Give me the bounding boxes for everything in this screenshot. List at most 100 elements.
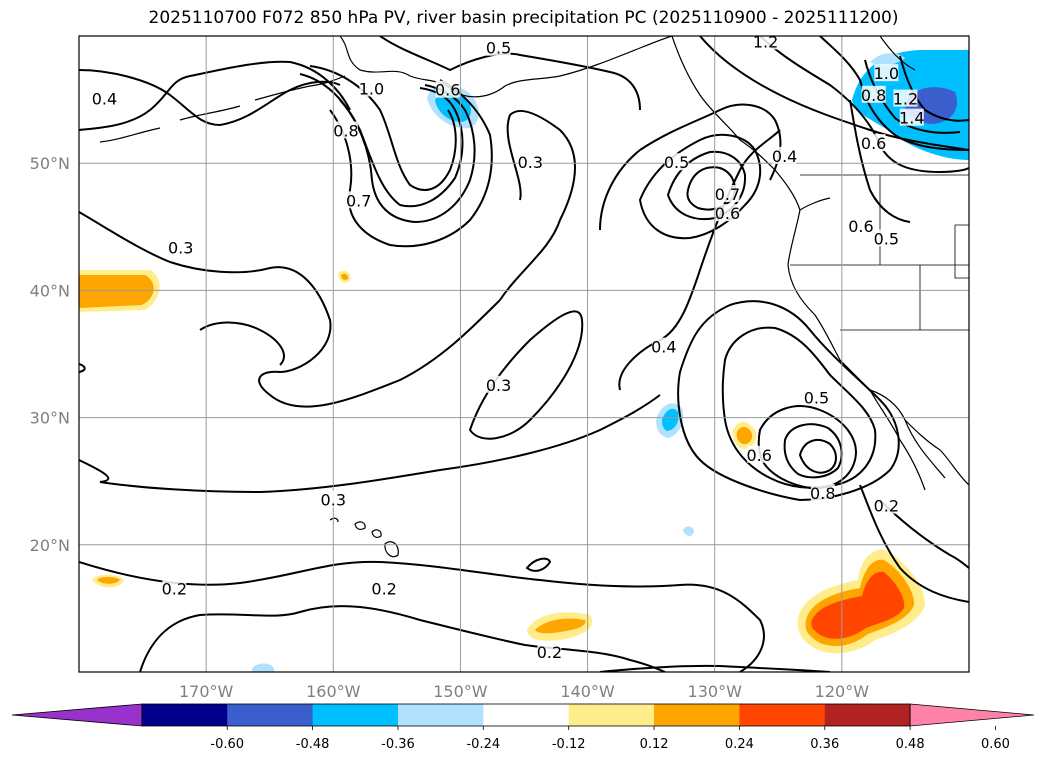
contour-0-3-west [79,211,501,408]
grid-lines [79,36,969,672]
contour-0-8-goa [299,73,464,208]
contour-0-6-west [79,69,341,127]
contour-0-3-upper [499,110,576,301]
lon-tick-label: 130°W [688,682,743,701]
contour-label-bg [486,375,511,393]
colorbar-segment [568,704,655,726]
contour-label-bg [747,445,772,463]
contour-0-5-nmid [599,103,782,231]
contour-label-bg [321,490,346,508]
coastlines [99,36,969,558]
contour-label-bg [435,80,460,98]
contour-label: 0.2 [371,579,396,598]
contour-label-bg [715,185,740,202]
colorbar-level-label: -0.60 [210,737,244,752]
contour-label: 1.0 [359,79,384,98]
contour-label-bg [753,36,778,50]
contour-label: 0.3 [168,238,193,257]
contour-0-2-bottom [599,664,831,672]
contour-0-7-e [783,423,843,479]
precip-pos-small-1-core [341,273,349,280]
lon-tick-labels: 170°W 160°W 150°W 140°W 130°W 120°W [179,682,869,701]
contour-label: 0.6 [435,81,460,100]
map-frame [78,35,970,673]
contour-0-4-e2 [677,300,900,502]
contour-label-bg [372,579,397,597]
borders [790,174,969,331]
contour-label-bg [359,79,384,97]
contour-label: 0.5 [804,389,829,408]
contour-0-2-south-b [139,605,666,672]
contour-label-bg [874,64,899,82]
lat-tick-label: 20°N [30,536,70,555]
colorbar-segment [739,704,826,726]
contour-0-6-nmid [638,133,762,240]
lat-tick-label: 40°N [30,281,70,300]
contour-0-2-south [79,560,765,672]
contour-ne-4 [864,59,961,134]
contour-label-bg [848,216,873,234]
lon-tick-label: 150°W [433,682,488,701]
contour-label-bg [874,229,899,247]
contour-label-bg [651,337,676,355]
contour-label: 0.5 [486,39,511,58]
alaska-coast [339,36,673,98]
colorbar-extend-high [909,703,1035,727]
contour-label: 0.4 [651,338,676,357]
precip-pos-mid-core [736,426,753,444]
contour-label: 1.2 [893,90,918,109]
contour-0-2-east [859,484,969,603]
contour-label: 0.6 [715,204,740,223]
colorbar-level-label: -0.48 [296,737,330,752]
contour-ne-5 [899,55,969,122]
contour-0-3-long [79,394,661,494]
state-lines [790,175,969,331]
contour-label: 0.3 [321,490,346,509]
colorbar-level-label: -0.12 [552,737,586,752]
contour-label: 0.8 [333,121,358,140]
contour-label: 0.8 [810,484,835,503]
contour-0-4-west [79,60,351,131]
contour-0-4-east [618,129,781,391]
aleutians [99,75,346,143]
contour-label: 1.2 [753,32,778,51]
lon-tick-label: 140°W [560,682,615,701]
hawaii-1 [329,517,339,523]
lon-tick-label: 170°W [179,682,234,701]
contour-0-8-e [798,439,837,474]
contour-0-3-mid [468,310,584,440]
contour-label-bg [861,134,886,152]
contour-label: 0.5 [874,230,899,249]
colorbar-level-label: -0.24 [466,737,500,752]
precip-pos-small-2-core [97,577,120,584]
contour-label: 0.2 [874,497,899,516]
contour-label: 1.4 [899,109,924,128]
colorbar-level-label: 0.48 [896,737,925,752]
map-plot-area: 0.5 1.20.41.0 0.60.80.30.70.50.70.60.40.60… [79,32,969,672]
contour-label-bg [715,204,740,222]
contour-label: 0.6 [848,217,873,236]
colorbar-segment [312,704,399,726]
canada-east [799,36,916,211]
lat-tick-label: 50°N [30,154,70,173]
contour-label-bg [346,191,371,209]
contour-0-5-upper [379,36,641,111]
colorbar-extend-low [11,703,143,727]
precip-pos-se-core [811,571,905,639]
contour-label: 0.6 [861,134,886,153]
contour-label: 0.4 [92,90,117,109]
hawaii-4 [384,541,399,558]
pv-contours [79,36,969,672]
precip-neg-small [683,526,694,536]
contour-label-bg [874,496,899,514]
precip-neg-mid-core [662,408,679,431]
precip-pos-west-core [79,275,154,308]
contour-label-bg [804,388,829,406]
lat-tick-labels: 50°N 40°N 30°N 20°N [30,154,70,555]
contour-label: 0.3 [486,376,511,395]
hawaii-3 [371,529,382,538]
contour-label: 0.8 [861,86,886,105]
colorbar-level-label: 0.60 [981,737,1010,752]
contour-label: 0.2 [162,579,187,598]
contour-0-3-left [79,363,86,373]
